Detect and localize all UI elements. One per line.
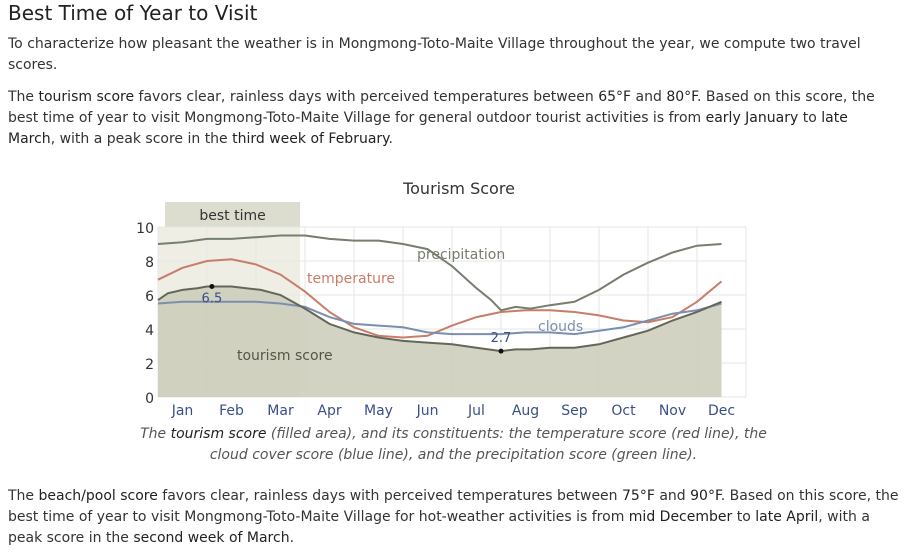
x-tick-label: Mar	[267, 403, 294, 419]
x-tick-label: Jan	[171, 403, 194, 419]
x-tick-label: Jun	[416, 403, 439, 419]
tourism-temp-high: 80°F	[666, 89, 697, 105]
x-tick-label: Oct	[611, 403, 636, 419]
tourism-end: late March	[8, 110, 848, 147]
precipitation-series-label: precipitation	[417, 247, 505, 263]
beach-score-term: beach/pool score	[38, 488, 158, 504]
tourism-score-term: tourism score	[38, 89, 135, 105]
chart-title: Tourism Score	[402, 179, 515, 198]
temperature-line	[157, 258, 723, 339]
x-tick-label: Sep	[561, 403, 588, 419]
y-tick-label: 2	[145, 357, 154, 373]
tourism-temp-low: 65°F	[598, 89, 632, 105]
beach-start: mid December	[628, 509, 733, 525]
y-tick-label: 10	[136, 221, 154, 237]
tourism-paragraph: The tourism score favors clear, rainless…	[8, 89, 875, 147]
caption-tourism-score: tourism score	[170, 426, 267, 442]
tourism-series-label: tourism score	[237, 348, 333, 364]
best-time-label-box	[165, 202, 301, 227]
beach-temp-high: 90°F	[690, 488, 721, 504]
beach-paragraph: The beach/pool score favors clear, rainl…	[8, 488, 899, 546]
precipitation-line	[157, 234, 722, 312]
clouds-series-label: clouds	[538, 319, 583, 335]
section-heading: Best Time of Year to Visit	[8, 1, 258, 25]
best-time-label: best time	[199, 208, 265, 224]
x-tick-label: Dec	[708, 403, 735, 419]
tourism-score-chart: best time Tourism Score temperature precipi…	[0, 170, 907, 470]
beach-end: late April	[755, 509, 819, 525]
tourism-peak: third week of February	[232, 131, 389, 147]
clouds-line	[157, 300, 722, 336]
annotation-dot	[209, 284, 215, 289]
temperature-series-label: temperature	[307, 271, 395, 287]
annotation-dot	[498, 348, 504, 354]
beach-peak: second week of March	[133, 530, 290, 546]
x-tick-label: Apr	[317, 403, 341, 419]
y-tick-label: 8	[145, 255, 154, 271]
y-tick-label: 4	[145, 323, 154, 339]
tourism-score-area	[158, 286, 722, 397]
x-tick-label: Jul	[467, 403, 485, 419]
y-tick-label: 6	[145, 289, 154, 305]
tourism-start: early January	[705, 110, 799, 126]
x-tick-label: Feb	[219, 403, 244, 419]
x-tick-label: May	[364, 403, 393, 419]
x-tick-label: Nov	[659, 403, 686, 419]
x-tick-label: Aug	[512, 403, 539, 419]
annotation-label: 6.5	[202, 292, 223, 307]
y-tick-label: 0	[145, 391, 154, 407]
beach-temp-low: 75°F	[622, 488, 655, 504]
intro-paragraph: To characterize how pleasant the weather…	[8, 36, 861, 73]
tourism-score-chart-svg: best time Tourism Score temperature precipi…	[136, 179, 747, 419]
chart-caption: The tourism score (filled area), and its…	[140, 426, 767, 463]
annotation-label: 2.7	[491, 331, 512, 346]
